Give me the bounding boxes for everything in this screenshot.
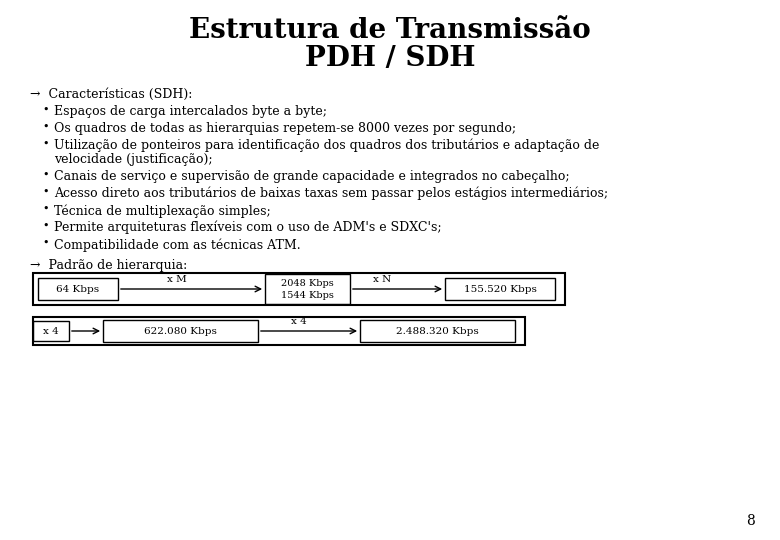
Text: x 4: x 4 [291, 317, 307, 326]
Text: Compatibilidade com as técnicas ATM.: Compatibilidade com as técnicas ATM. [54, 238, 300, 252]
Text: PDH / SDH: PDH / SDH [305, 44, 475, 71]
Text: x 4: x 4 [43, 327, 58, 335]
Text: •: • [42, 122, 48, 132]
Text: 2.488.320 Kbps: 2.488.320 Kbps [396, 327, 479, 335]
Text: Os quadros de todas as hierarquias repetem-se 8000 vezes por segundo;: Os quadros de todas as hierarquias repet… [54, 122, 516, 135]
Text: →  Padrão de hierarquia:: → Padrão de hierarquia: [30, 259, 187, 272]
Text: 622.080 Kbps: 622.080 Kbps [144, 327, 217, 335]
Text: Utilização de ponteiros para identificação dos quadros dos tributários e adaptaç: Utilização de ponteiros para identificaç… [54, 139, 599, 152]
Text: •: • [42, 105, 48, 115]
Bar [33, 273, 565, 305]
Text: 155.520 Kbps: 155.520 Kbps [463, 285, 537, 294]
Bar [33, 317, 525, 345]
Text: 64 Kbps: 64 Kbps [56, 285, 100, 294]
Bar [33, 321, 69, 341]
Text: →  Características (SDH):: → Características (SDH): [30, 88, 193, 101]
Text: x N: x N [374, 275, 392, 284]
Text: •: • [42, 204, 48, 214]
Bar [265, 274, 350, 304]
Text: Permite arquiteturas flexíveis com o uso de ADM's e SDXC's;: Permite arquiteturas flexíveis com o uso… [54, 221, 441, 234]
Text: 8: 8 [746, 514, 755, 528]
Text: •: • [42, 238, 48, 248]
Text: •: • [42, 139, 48, 149]
Bar [103, 320, 258, 342]
Text: 2048 Kbps: 2048 Kbps [281, 279, 334, 287]
Text: •: • [42, 187, 48, 197]
Text: Acesso direto aos tributários de baixas taxas sem passar pelos estágios intermed: Acesso direto aos tributários de baixas … [54, 187, 608, 200]
Text: x M: x M [167, 275, 186, 284]
Text: 1544 Kbps: 1544 Kbps [281, 291, 334, 300]
Text: Canais de serviço e supervisão de grande capacidade e integrados no cabeçalho;: Canais de serviço e supervisão de grande… [54, 170, 569, 183]
Text: Estrutura de Transmissão: Estrutura de Transmissão [189, 17, 591, 44]
Text: velocidade (justificação);: velocidade (justificação); [54, 153, 213, 166]
Text: •: • [42, 221, 48, 231]
Bar [445, 278, 555, 300]
Text: Técnica de multiplexação simples;: Técnica de multiplexação simples; [54, 204, 271, 218]
Text: Espaços de carga intercalados byte a byte;: Espaços de carga intercalados byte a byt… [54, 105, 327, 118]
Text: •: • [42, 170, 48, 180]
Bar [360, 320, 515, 342]
Bar [38, 278, 118, 300]
